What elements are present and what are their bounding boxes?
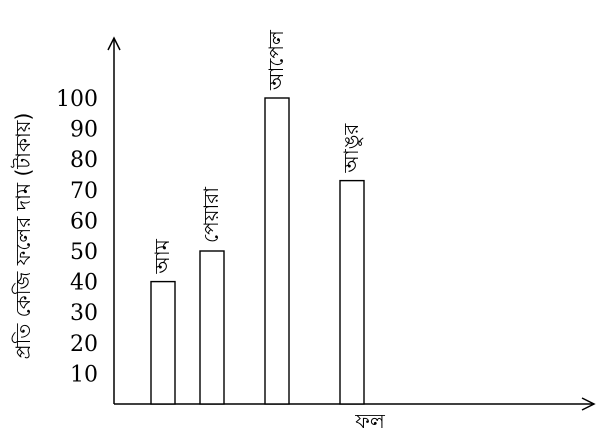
bar-labels: আম পেয়ারা আপেল আঙুর [150, 29, 364, 275]
y-tick-label: 90 [70, 118, 98, 143]
y-axis-arrow [107, 36, 121, 51]
y-axis-title: প্রতি কেজি ফলের দাম (টাকায়) [11, 113, 35, 360]
y-tick-label: 40 [70, 271, 98, 296]
y-tick-labels: 10 20 30 40 50 60 70 80 90 100 [56, 87, 98, 387]
x-axis-title: ফল [354, 409, 386, 433]
y-tick-label: 50 [70, 240, 98, 265]
bar [264, 97, 290, 405]
y-tick-label: 80 [70, 148, 98, 173]
y-tick-label: 100 [56, 87, 98, 112]
bar-category-label: পেয়ারা [199, 186, 223, 243]
bar [199, 250, 225, 405]
bar-category-label: আম [150, 238, 174, 274]
bar [150, 280, 176, 405]
bar-category-label: আঙুর [339, 123, 364, 174]
y-tick-label: 70 [70, 179, 98, 204]
y-tick-label: 20 [70, 332, 98, 357]
y-tick-label: 10 [70, 362, 98, 387]
bar [339, 179, 365, 405]
x-axis-arrow [581, 397, 596, 411]
y-tick-label: 30 [70, 301, 98, 326]
bar-category-label: আপেল [264, 29, 288, 91]
y-tick-label: 60 [70, 209, 98, 234]
bars [150, 97, 365, 405]
